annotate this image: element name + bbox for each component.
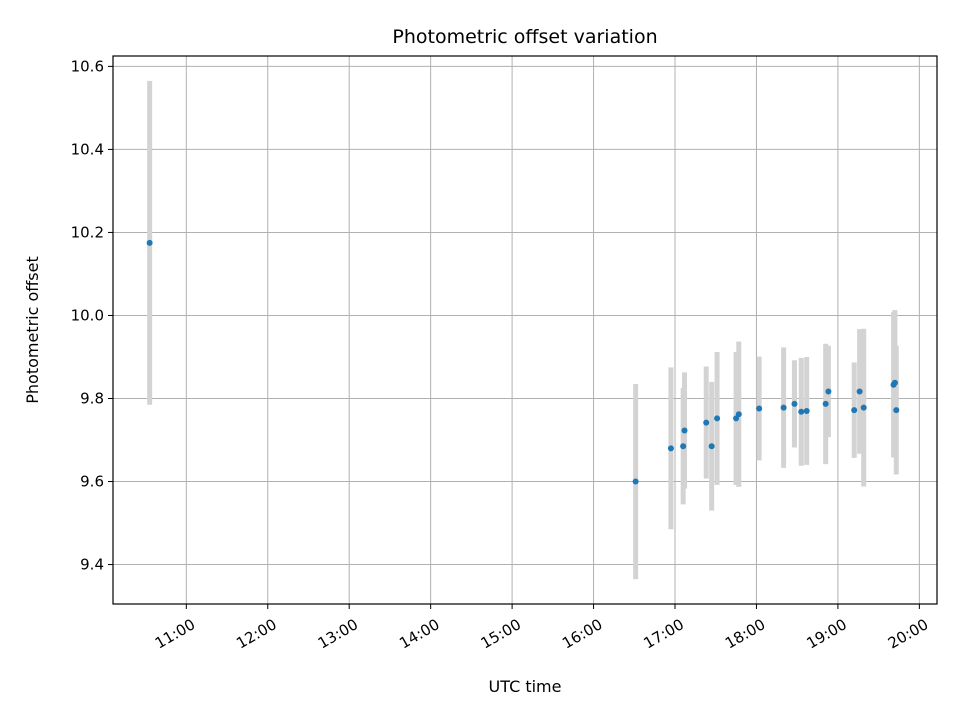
y-tick-label: 9.6: [80, 473, 104, 491]
data-point: [791, 400, 798, 407]
data-point: [667, 445, 674, 452]
x-axis-label: UTC time: [489, 677, 562, 696]
data-point: [632, 478, 639, 485]
y-tick-label: 9.8: [80, 390, 104, 408]
y-tick-label: 9.4: [80, 556, 104, 574]
data-point: [780, 404, 787, 411]
data-point: [681, 427, 688, 434]
data-point: [803, 407, 810, 414]
data-point: [822, 400, 829, 407]
data-point: [735, 411, 742, 418]
data-point: [714, 415, 721, 422]
data-point: [680, 443, 687, 450]
data-point: [146, 239, 153, 246]
data-point: [891, 379, 898, 386]
data-point: [851, 407, 858, 414]
y-tick-label: 10.4: [71, 140, 104, 158]
data-point: [893, 407, 900, 414]
data-point: [798, 408, 805, 415]
plot-area: [113, 56, 937, 604]
data-points: [146, 239, 900, 485]
data-point: [756, 405, 763, 412]
y-tick-label: 10.6: [71, 57, 104, 75]
data-point: [856, 388, 863, 395]
data-point: [708, 443, 715, 450]
grid-lines: [113, 56, 937, 604]
y-tick-label: 10.2: [71, 223, 104, 241]
chart-title: Photometric offset variation: [392, 26, 657, 48]
data-point: [860, 404, 867, 411]
y-axis-label: Photometric offset: [23, 256, 42, 404]
y-tick-label: 10.0: [71, 306, 104, 324]
y-axis-ticks: 9.4 9.6 9.8 10.0 10.2 10.4 10.6: [71, 57, 113, 574]
data-point: [825, 388, 832, 395]
data-point: [703, 419, 710, 426]
axes-frame: [112, 55, 938, 605]
